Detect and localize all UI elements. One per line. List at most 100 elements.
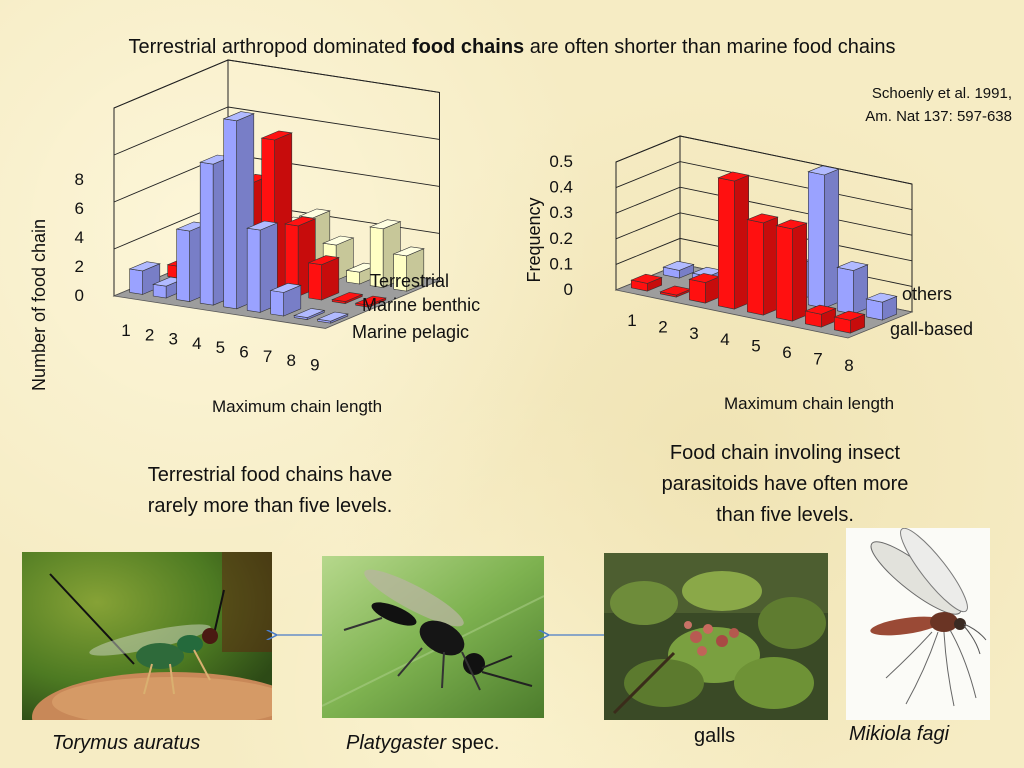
x-tick-label: 8 — [286, 351, 295, 370]
bar-top — [354, 295, 387, 306]
platygaster-label: Platygaster spec. — [346, 732, 500, 754]
bar-top — [307, 255, 340, 266]
y-tick-label: 0 — [564, 280, 573, 299]
bar-top — [128, 261, 161, 272]
y-tick-label: 0.1 — [549, 254, 573, 273]
x-tick-label: 4 — [192, 334, 201, 353]
gridline — [113, 106, 440, 156]
caption-right-line-2: parasitoids have often more — [661, 473, 909, 495]
x-tick-label: 1 — [121, 321, 130, 340]
y-tick-label: 0.2 — [549, 229, 573, 248]
bar-top — [807, 165, 840, 176]
citation-line-2: Am. Nat 137: 597-638 — [865, 108, 1012, 125]
bar-others-5 — [746, 213, 779, 316]
series-label-gall-based: gall-based — [890, 319, 973, 339]
bar-top — [293, 308, 326, 318]
citation-line-1: Schoenly et al. 1991, — [871, 85, 1012, 102]
x-tick-label: 8 — [844, 356, 853, 375]
bar-top — [662, 260, 695, 271]
y-tick-label: 2 — [75, 257, 84, 276]
x-tick-label: 4 — [720, 330, 729, 349]
x-tick-label: 1 — [627, 311, 636, 330]
y-tick-label: 0 — [75, 286, 84, 305]
bar-others-4 — [717, 171, 750, 310]
bar-top — [804, 304, 837, 315]
bar-others-1 — [630, 273, 663, 292]
bar-marine-benthic-7 — [307, 255, 340, 301]
x-tick-label: 5 — [751, 337, 760, 356]
bar-gall-based-1 — [662, 260, 695, 279]
x-tick-label: 7 — [263, 347, 272, 366]
x-tick-label: 5 — [216, 338, 225, 357]
y-axis-label: Frequency — [524, 197, 544, 282]
bar-top — [322, 235, 355, 246]
bar-top — [717, 171, 750, 182]
mikiola-label: Mikiola fagi — [849, 723, 950, 745]
bar-terrestrial-9 — [316, 311, 349, 324]
bar-marine-benthic-9 — [354, 295, 387, 308]
bar-marine-pelagic-7 — [345, 262, 378, 285]
bar-top — [865, 292, 898, 303]
caption-left-line-2: rarely more than five levels. — [147, 495, 393, 517]
bar-top — [836, 261, 869, 271]
bar-top — [284, 216, 317, 227]
y-tick-label: 4 — [75, 228, 84, 247]
galls-photo — [604, 553, 828, 720]
series-label-others: others — [902, 284, 952, 304]
x-tick-label: 7 — [813, 349, 822, 368]
bar-top — [246, 220, 279, 231]
bar-top — [630, 273, 663, 284]
galls-label: galls — [694, 725, 736, 747]
bar-others-6 — [775, 219, 808, 322]
y-tick-label: 0.3 — [549, 203, 573, 222]
caption-left: Terrestrial food chains have rarely more… — [105, 460, 435, 522]
bar-top — [392, 246, 425, 257]
bar-terrestrial-1 — [128, 261, 161, 295]
gridline — [113, 59, 440, 109]
x-tick-label: 3 — [168, 330, 177, 349]
y-tick-label: 0.5 — [549, 152, 573, 171]
bar-gall-based-6 — [807, 165, 840, 309]
citation: Schoenly et al. 1991, Am. Nat 137: 597-6… — [865, 82, 1012, 128]
caption-right-line-3: than five levels. — [716, 504, 854, 526]
chart-gall-vs-others: 0 0.1 0.2 0.3 0.4 0.5 1 2 3 4 5 6 7 8 others gall-based… — [524, 135, 973, 413]
series-label-marine-pelagic: Marine pelagic — [352, 322, 469, 342]
x-axis-label: Maximum chain length — [212, 397, 382, 416]
mikiola-drawing — [846, 528, 990, 720]
bar-gall-based-8 — [865, 292, 898, 321]
bar-top — [746, 213, 779, 224]
bar-top — [775, 219, 808, 230]
bar-terrestrial-7 — [269, 282, 302, 317]
x-tick-label: 3 — [689, 324, 698, 343]
x-axis-label: Maximum chain length — [724, 394, 894, 413]
bar-marine-benthic-8 — [331, 292, 364, 305]
caption-left-line-1: Terrestrial food chains have — [147, 464, 393, 486]
caption-right: Food chain involing insect parasitoids h… — [620, 438, 950, 531]
y-axis-label: Number of food chain — [29, 219, 49, 391]
bar-others-3 — [688, 273, 721, 304]
series-label-terrestrial: Terrestrial — [370, 271, 449, 291]
torymus-photo — [22, 552, 272, 720]
y-tick-label: 6 — [75, 199, 84, 218]
caption-right-line-1: Food chain involing insect — [669, 442, 901, 464]
slide-title: Terrestrial arthropod dominated food cha… — [128, 36, 896, 58]
platygaster-photo — [322, 556, 544, 718]
bar-top — [316, 311, 349, 322]
y-tick-label: 8 — [75, 170, 84, 189]
bar-marine-pelagic-9 — [392, 246, 425, 292]
bar-top — [369, 219, 402, 230]
series-label-marine-benthic: Marine benthic — [362, 295, 480, 315]
x-tick-label: 2 — [658, 317, 667, 336]
bar-top — [833, 310, 866, 321]
bar-gall-based-7 — [836, 261, 869, 315]
bar-others-2 — [659, 285, 692, 298]
x-tick-label: 6 — [782, 343, 791, 362]
bar-others-8 — [833, 310, 866, 334]
x-tick-label: 2 — [145, 325, 154, 344]
bar-others-7 — [804, 304, 837, 328]
y-tick-label: 0.4 — [549, 178, 573, 197]
torymus-label: Torymus auratus — [52, 732, 201, 754]
